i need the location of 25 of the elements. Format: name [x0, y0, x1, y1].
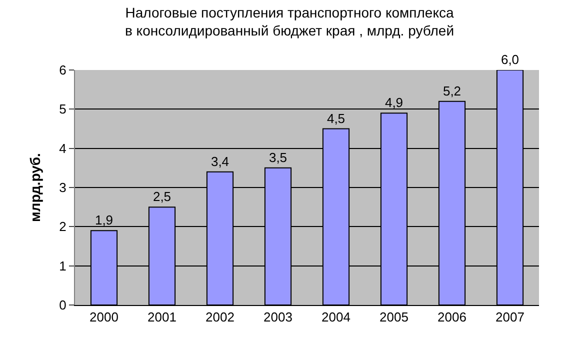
x-tick-label: 2006: [438, 310, 466, 325]
data-label: 4,9: [384, 95, 404, 110]
data-label: 3,5: [268, 150, 288, 165]
data-label: 5,2: [442, 83, 462, 98]
y-axis-title: млрд.руб.: [26, 153, 43, 222]
x-tick-label: 2000: [90, 310, 118, 325]
x-tick-label: 2007: [496, 310, 524, 325]
y-tick-label: 2: [59, 219, 66, 234]
y-tick-label: 1: [59, 258, 66, 274]
data-label: 4,5: [326, 110, 346, 126]
data-label: 6,0: [500, 52, 520, 67]
x-tick-label: 2003: [264, 310, 292, 325]
y-tick-label: 4: [59, 140, 66, 156]
data-label: 3,4: [210, 154, 230, 169]
x-tick-label: 2004: [322, 310, 350, 325]
y-tick-label: 6: [59, 62, 66, 78]
y-tick-label: 3: [59, 180, 66, 196]
x-tick-label: 2001: [148, 310, 176, 325]
chart-title: Налоговые поступления транспортного комплекса в консолидированный бюджет края , млрд. рублей: [124, 4, 454, 38]
data-label: 1,9: [94, 212, 114, 228]
y-tick-label: 5: [59, 102, 66, 117]
data-label: 2,5: [152, 189, 172, 204]
x-tick-label: 2005: [380, 310, 408, 325]
x-tick-label: 2002: [206, 310, 234, 325]
y-tick-label: 0: [59, 298, 66, 313]
